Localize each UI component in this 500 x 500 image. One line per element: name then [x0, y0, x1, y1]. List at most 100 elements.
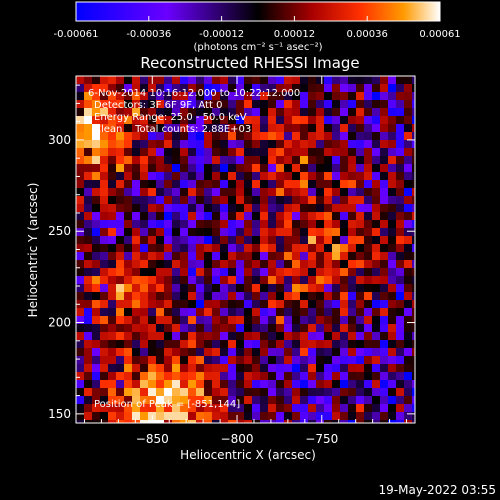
heatmap-cell: [84, 308, 92, 316]
heatmap-cell: [340, 116, 348, 124]
heatmap-cell: [140, 108, 148, 116]
heatmap-cell: [252, 172, 260, 180]
heatmap-cell: [156, 236, 164, 244]
heatmap-cell: [364, 140, 372, 148]
heatmap-cell: [356, 324, 364, 332]
heatmap-cell: [140, 276, 148, 284]
heatmap-cell: [268, 260, 276, 268]
heatmap-cell: [372, 284, 380, 292]
heatmap-cell: [92, 364, 100, 372]
heatmap-cell: [284, 276, 292, 284]
heatmap-cell: [404, 212, 412, 220]
heatmap-cell: [364, 204, 372, 212]
heatmap-cell: [76, 196, 84, 204]
heatmap-cell: [364, 412, 372, 420]
heatmap-cell: [356, 412, 364, 420]
heatmap-cell: [348, 276, 356, 284]
heatmap-cell: [108, 204, 116, 212]
heatmap-cell: [164, 316, 172, 324]
heatmap-cell: [220, 284, 228, 292]
heatmap-cell: [396, 324, 404, 332]
heatmap-cell: [92, 332, 100, 340]
heatmap-cell: [268, 212, 276, 220]
heatmap-cell: [132, 356, 140, 364]
heatmap-cell: [412, 244, 415, 252]
heatmap-cell: [260, 108, 268, 116]
heatmap-cell: [268, 100, 276, 108]
heatmap-cell: [324, 372, 332, 380]
heatmap-cell: [380, 268, 388, 276]
heatmap-cell: [140, 164, 148, 172]
heatmap-cell: [180, 276, 188, 284]
heatmap-cell: [148, 100, 156, 108]
heatmap-cell: [404, 196, 412, 204]
heatmap-cell: [76, 324, 84, 332]
heatmap-cell: [100, 196, 108, 204]
heatmap-cell: [172, 292, 180, 300]
heatmap-cell: [172, 372, 180, 380]
heatmap-cell: [188, 212, 196, 220]
heatmap-cell: [228, 372, 236, 380]
heatmap-cell: [372, 292, 380, 300]
heatmap-cell: [404, 148, 412, 156]
heatmap-cell: [164, 100, 172, 108]
heatmap-cell: [180, 252, 188, 260]
heatmap-cell: [412, 196, 415, 204]
heatmap-cell: [212, 180, 220, 188]
heatmap-cell: [244, 284, 252, 292]
heatmap-cell: [292, 292, 300, 300]
heatmap-cell: [292, 388, 300, 396]
heatmap-cell: [308, 332, 316, 340]
heatmap-cell: [108, 236, 116, 244]
heatmap-cell: [252, 236, 260, 244]
heatmap-cell: [380, 316, 388, 324]
heatmap-cell: [180, 172, 188, 180]
heatmap-cell: [292, 300, 300, 308]
heatmap-cell: [284, 292, 292, 300]
heatmap-cell: [156, 228, 164, 236]
heatmap-cell: [156, 420, 164, 423]
heatmap-cell: [140, 332, 148, 340]
heatmap-cell: [124, 324, 132, 332]
heatmap-cell: [412, 204, 415, 212]
heatmap-cell: [164, 228, 172, 236]
heatmap-cell: [300, 412, 308, 420]
heatmap-cell: [196, 364, 204, 372]
heatmap-cell: [404, 372, 412, 380]
heatmap-cell: [292, 412, 300, 420]
heatmap-cell: [188, 396, 196, 404]
heatmap-cell: [84, 132, 92, 140]
heatmap-cell: [332, 156, 340, 164]
heatmap-cell: [236, 404, 244, 412]
heatmap-cell: [100, 252, 108, 260]
heatmap-cell: [212, 220, 220, 228]
heatmap-cell: [324, 388, 332, 396]
heatmap-cell: [116, 108, 124, 116]
heatmap-cell: [212, 388, 220, 396]
heatmap-cell: [356, 244, 364, 252]
heatmap-cell: [348, 172, 356, 180]
heatmap-cell: [148, 124, 156, 132]
heatmap-cell: [324, 92, 332, 100]
heatmap-cell: [196, 340, 204, 348]
heatmap-cell: [76, 356, 84, 364]
heatmap-cell: [84, 228, 92, 236]
heatmap-cell: [172, 244, 180, 252]
heatmap-cell: [324, 244, 332, 252]
heatmap-cell: [148, 276, 156, 284]
heatmap-cell: [268, 364, 276, 372]
heatmap-cell: [300, 372, 308, 380]
heatmap-cell: [220, 244, 228, 252]
heatmap-cell: [324, 220, 332, 228]
heatmap-cell: [116, 316, 124, 324]
heatmap-cell: [324, 180, 332, 188]
heatmap-cell: [300, 116, 308, 124]
heatmap-cell: [244, 116, 252, 124]
heatmap-cell: [332, 276, 340, 284]
heatmap-cell: [252, 420, 260, 423]
heatmap-cell: [228, 100, 236, 108]
heatmap-cell: [412, 212, 415, 220]
heatmap-cell: [308, 164, 316, 172]
heatmap-cell: [236, 412, 244, 420]
heatmap-cell: [356, 228, 364, 236]
